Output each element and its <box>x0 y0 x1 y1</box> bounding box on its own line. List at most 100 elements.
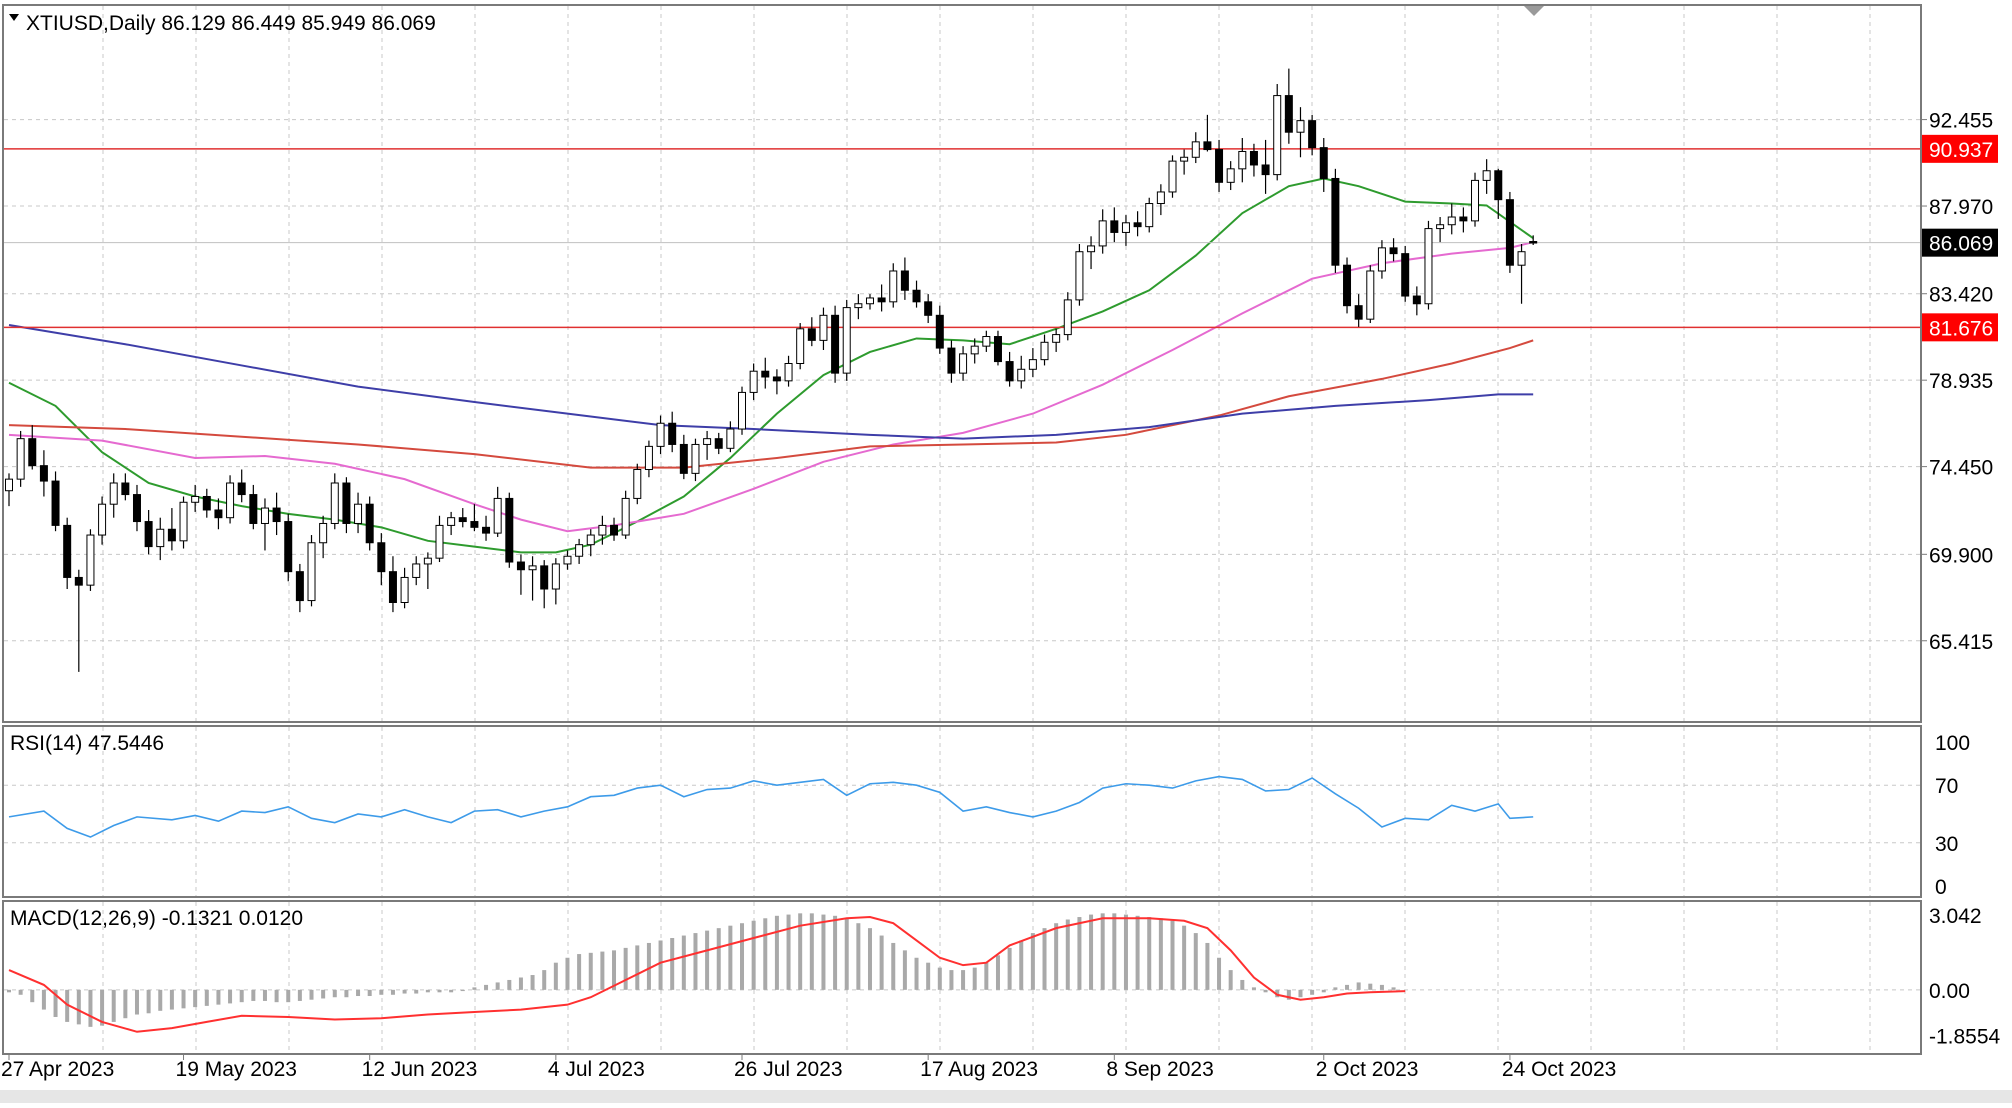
rsi-pane[interactable] <box>2 725 1922 898</box>
candle-bull <box>959 353 968 374</box>
macd-histogram-bar <box>449 989 454 993</box>
candle-bull <box>1180 156 1189 162</box>
macd-signal-line <box>8 916 1406 1033</box>
macd-histogram-bar <box>833 915 838 990</box>
macd-histogram-bar <box>646 942 651 990</box>
macd-histogram-bar <box>262 989 267 1001</box>
candle-bear <box>132 494 141 523</box>
price-tick-label: 74.450 <box>1929 457 1993 480</box>
date-label: 19 May 2023 <box>176 1058 297 1081</box>
macd-histogram-bar <box>146 989 151 1014</box>
candle-bear <box>295 571 304 602</box>
macd-histogram-bar <box>809 913 814 990</box>
price-tick-label: 83.420 <box>1929 284 1993 307</box>
macd-histogram-bar <box>914 957 919 990</box>
macd-histogram-bar <box>414 989 419 994</box>
macd-histogram-bar <box>972 967 977 990</box>
candle-bull <box>1366 270 1375 320</box>
macd-histogram-bar <box>1182 925 1187 990</box>
macd-title: MACD(12,26,9) -0.1321 0.0120 <box>10 907 303 930</box>
level-label: 90.937 <box>1929 139 1993 162</box>
price-tick-label: 87.970 <box>1929 196 1993 219</box>
macd-histogram-bar <box>740 923 745 990</box>
candle-bear <box>668 422 677 445</box>
macd-histogram-bar <box>1379 984 1384 990</box>
chart-shift-marker-icon[interactable] <box>1524 6 1544 16</box>
candle-bull <box>1482 170 1491 181</box>
candle-bull <box>191 495 200 503</box>
candle-bull <box>1075 251 1084 301</box>
macd-histogram-bar <box>542 970 547 990</box>
candle-bear <box>272 507 281 523</box>
moving-average-line <box>8 323 1534 440</box>
candle-bull <box>598 524 607 536</box>
date-label: 27 Apr 2023 <box>1 1058 114 1081</box>
rsi-tick-label: 70 <box>1935 775 1958 798</box>
candle-bull <box>260 507 269 524</box>
candle-bear <box>900 270 909 291</box>
macd-histogram-bar <box>681 935 686 990</box>
macd-histogram-bar <box>193 989 198 1008</box>
level-label-box <box>1922 134 1998 163</box>
macd-histogram-bar <box>472 987 477 990</box>
macd-histogram-bar <box>356 989 361 997</box>
macd-histogram-bar <box>7 989 11 993</box>
candle-bear <box>1343 264 1352 307</box>
macd-histogram-bar <box>961 970 966 990</box>
macd-histogram-bar <box>30 989 35 1003</box>
macd-histogram-bar <box>1286 989 1291 1000</box>
macd-histogram-bar <box>1170 920 1175 990</box>
macd-histogram-bar <box>1263 989 1268 993</box>
moving-average-line <box>8 339 1534 469</box>
candle-bull <box>633 469 642 499</box>
macd-histogram-bar <box>1356 982 1361 990</box>
macd-tick-label: -1.8554 <box>1929 1026 2001 1049</box>
candle-bear <box>1494 170 1503 201</box>
candle-bear <box>761 370 770 378</box>
candle-bull <box>179 501 188 542</box>
candle-bear <box>1110 220 1119 233</box>
macd-histogram-bar <box>123 989 128 1019</box>
level-label: 81.676 <box>1929 317 1993 340</box>
macd-histogram-bar <box>216 989 221 1005</box>
candle-bear <box>714 438 723 449</box>
candle-bull <box>865 297 874 305</box>
bottom-strip <box>0 1090 2012 1103</box>
candle-bull <box>691 443 700 474</box>
macd-histogram-bar <box>76 989 81 1025</box>
macd-histogram-bar <box>309 989 314 1000</box>
candle-bear <box>249 494 258 524</box>
candle-bear <box>1401 253 1410 297</box>
macd-histogram-bar <box>705 930 710 990</box>
candle-bull <box>226 482 235 519</box>
dropdown-triangle-icon[interactable] <box>9 14 19 21</box>
macd-histogram-bar <box>995 955 1000 990</box>
candle-bull <box>400 576 409 603</box>
macd-histogram-bar <box>169 989 174 1010</box>
macd-histogram-bar <box>495 982 500 990</box>
candle-bull <box>1517 251 1526 266</box>
macd-histogram-bar <box>297 989 302 1001</box>
macd-histogram-bar <box>588 952 593 990</box>
candle-bull <box>1040 341 1049 361</box>
macd-histogram-bar <box>658 940 663 990</box>
price-tick-label: 92.455 <box>1929 110 1993 133</box>
candle-bear <box>74 576 83 586</box>
macd-histogram-bar <box>763 918 768 990</box>
macd-histogram-bar <box>774 915 779 990</box>
candle-bull <box>551 563 560 590</box>
macd-histogram-bar <box>798 913 803 990</box>
macd-histogram-bar <box>367 989 372 997</box>
candle-bear <box>377 542 386 573</box>
candle-bull <box>447 517 456 526</box>
candle-bull <box>1296 120 1305 133</box>
candle-bear <box>167 528 176 542</box>
date-label: 12 Jun 2023 <box>362 1058 478 1081</box>
candle-bull <box>889 270 898 303</box>
candle-bull <box>1098 220 1107 247</box>
date-label: 4 Jul 2023 <box>548 1058 645 1081</box>
macd-histogram-bar <box>507 979 512 990</box>
candle-bull <box>970 345 979 355</box>
current-price-label: 86.069 <box>1929 233 1993 256</box>
